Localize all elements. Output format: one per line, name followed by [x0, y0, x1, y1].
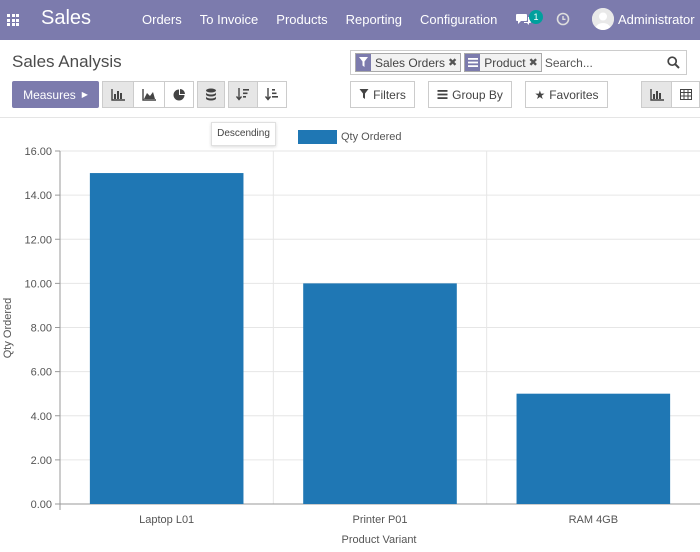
- apps-menu-icon[interactable]: [7, 14, 19, 26]
- sort-descending-button[interactable]: [228, 81, 258, 108]
- facet-label: Product: [484, 55, 526, 70]
- star-icon: ★: [534, 87, 546, 102]
- search-input[interactable]: [544, 55, 665, 70]
- divider: [0, 117, 700, 118]
- filter-icon: [356, 54, 371, 71]
- y-tick-label: 10.00: [24, 278, 52, 290]
- filters-button[interactable]: Filters: [350, 81, 415, 108]
- bar[interactable]: [89, 173, 244, 504]
- clock-icon[interactable]: [556, 12, 570, 31]
- caret-right-icon: ▶: [81, 90, 88, 99]
- filters-label: Filters: [373, 87, 406, 102]
- pivot-view-button[interactable]: [671, 81, 700, 108]
- bar[interactable]: [516, 393, 671, 504]
- favorites-button[interactable]: ★ Favorites: [525, 81, 608, 108]
- y-axis-label: Qty Ordered: [2, 298, 14, 359]
- page-title: Sales Analysis: [12, 52, 122, 71]
- facet-label: Sales Orders: [375, 55, 446, 70]
- bar-chart-button[interactable]: [102, 81, 134, 108]
- sort-ascending-button[interactable]: [257, 81, 287, 108]
- line-chart-button[interactable]: [133, 81, 165, 108]
- facet-sales-orders: Sales Orders ✖: [355, 53, 462, 72]
- menu-reporting[interactable]: Reporting: [345, 12, 402, 27]
- x-tick-label: Printer P01: [352, 514, 407, 526]
- y-tick-label: 6.00: [31, 367, 52, 379]
- menu-to-invoice[interactable]: To Invoice: [199, 12, 259, 27]
- app-name: Sales: [41, 7, 92, 29]
- bar[interactable]: [303, 283, 457, 504]
- measures-label: Measures: [23, 87, 76, 102]
- pie-chart-button[interactable]: [164, 81, 194, 108]
- group-by-label: Group By: [452, 87, 503, 102]
- x-axis-label: Product Variant: [341, 534, 416, 546]
- filter-icon: [359, 89, 369, 99]
- user-name[interactable]: Administrator: [618, 12, 695, 27]
- measures-button[interactable]: Measures ▶: [12, 81, 99, 108]
- y-tick-label: 16.00: [24, 146, 52, 158]
- stacked-button[interactable]: [197, 81, 225, 108]
- y-tick-label: 8.00: [31, 323, 52, 335]
- groupby-icon: [465, 54, 481, 71]
- bar-chart: 0.00 2.00 4.00 6.00 8.00 10.00 12.00 14.00 16.00…: [2, 130, 700, 546]
- menu-products[interactable]: Products: [276, 12, 328, 27]
- favorites-label: Favorites: [549, 87, 599, 102]
- search-icon[interactable]: [667, 56, 680, 74]
- x-tick-label: RAM 4GB: [569, 514, 619, 526]
- y-tick-label: 14.00: [24, 190, 52, 202]
- x-tick-label: Laptop L01: [139, 514, 194, 526]
- remove-facet-icon[interactable]: ✖: [528, 57, 538, 69]
- y-tick-label: 12.00: [24, 234, 52, 246]
- y-tick-label: 0.00: [31, 499, 52, 511]
- menu-orders[interactable]: Orders: [142, 12, 182, 27]
- y-tick-label: 4.00: [31, 411, 52, 423]
- legend-swatch[interactable]: [298, 130, 337, 144]
- remove-facet-icon[interactable]: ✖: [448, 57, 458, 69]
- search-bar[interactable]: Sales Orders ✖ Product ✖: [350, 50, 687, 75]
- group-by-button[interactable]: Group By: [428, 81, 512, 108]
- tooltip: Descending: [211, 122, 276, 146]
- list-icon: [437, 90, 448, 99]
- legend-label[interactable]: Qty Ordered: [341, 131, 402, 143]
- y-tick-label: 2.00: [31, 455, 52, 467]
- menu-configuration[interactable]: Configuration: [419, 12, 498, 27]
- graph-view-button[interactable]: [641, 81, 672, 108]
- main-menu: Orders To Invoice Products Reporting Con…: [132, 12, 515, 27]
- user-avatar[interactable]: [592, 8, 614, 30]
- top-navbar: Sales Orders To Invoice Products Reporti…: [0, 0, 700, 40]
- notification-badge: 1: [529, 10, 543, 24]
- facet-product: Product ✖: [464, 53, 542, 72]
